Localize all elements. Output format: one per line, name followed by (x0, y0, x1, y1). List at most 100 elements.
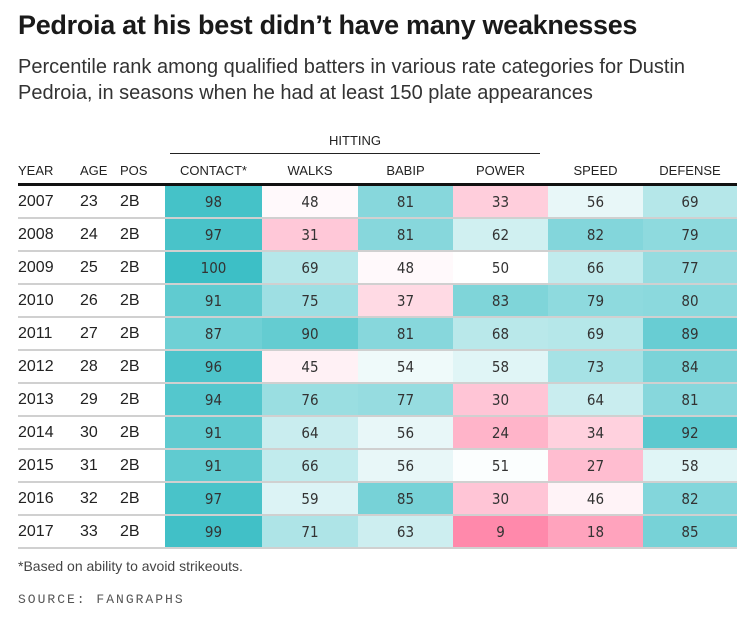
heat-cell: 87 (165, 317, 262, 351)
cell-pos: 2B (120, 251, 165, 285)
heat-cell: 91 (165, 416, 262, 450)
heat-cell: 66 (548, 251, 643, 285)
heat-cell: 92 (643, 416, 737, 450)
cell-year: 2013 (18, 383, 80, 417)
heat-cell: 69 (262, 251, 358, 285)
heat-cell: 58 (453, 350, 548, 384)
heat-cell: 85 (358, 482, 453, 516)
heat-cell: 34 (548, 416, 643, 450)
cell-year: 2007 (18, 184, 80, 219)
column-header: DEFENSE (643, 158, 737, 186)
column-header: SPEED (548, 158, 643, 186)
cell-age: 27 (80, 317, 120, 351)
heat-cell: 99 (165, 515, 262, 549)
cell-age: 30 (80, 416, 120, 450)
heat-cell: 18 (548, 515, 643, 549)
cell-pos: 2B (120, 184, 165, 219)
heat-cell: 80 (643, 284, 737, 318)
heat-cell: 56 (548, 184, 643, 219)
table-row: 2008 24 2B 97 31 81 62 82 79 (18, 218, 737, 252)
heat-cell: 62 (453, 218, 548, 252)
column-header: POWER (453, 158, 548, 186)
heat-cell: 27 (548, 449, 643, 483)
heat-cell: 77 (358, 383, 453, 417)
heat-cell: 56 (358, 449, 453, 483)
heat-cell: 84 (643, 350, 737, 384)
hitting-group-line (170, 153, 540, 154)
heat-cell: 63 (358, 515, 453, 549)
heat-cell: 66 (262, 449, 358, 483)
cell-pos: 2B (120, 449, 165, 483)
heat-cell: 56 (358, 416, 453, 450)
heat-cell: 94 (165, 383, 262, 417)
table-row: 2016 32 2B 97 59 85 30 46 82 (18, 482, 737, 516)
heat-cell: 81 (643, 383, 737, 417)
cell-year: 2010 (18, 284, 80, 318)
cell-year: 2009 (18, 251, 80, 285)
heat-cell: 64 (548, 383, 643, 417)
heat-cell: 64 (262, 416, 358, 450)
heat-cell: 79 (643, 218, 737, 252)
cell-pos: 2B (120, 350, 165, 384)
heat-cell: 75 (262, 284, 358, 318)
heat-cell: 76 (262, 383, 358, 417)
heat-cell: 33 (453, 184, 548, 219)
column-header: POS (120, 158, 165, 186)
heat-cell: 97 (165, 218, 262, 252)
heat-cell: 89 (643, 317, 737, 351)
heat-cell: 9 (453, 515, 548, 549)
table-row: 2011 27 2B 87 90 81 68 69 89 (18, 317, 737, 351)
cell-pos: 2B (120, 284, 165, 318)
heat-cell: 71 (262, 515, 358, 549)
heat-cell: 91 (165, 449, 262, 483)
heat-cell: 59 (262, 482, 358, 516)
heat-cell: 24 (453, 416, 548, 450)
heat-cell: 98 (165, 184, 262, 219)
heat-cell: 51 (453, 449, 548, 483)
cell-age: 29 (80, 383, 120, 417)
heat-cell: 82 (548, 218, 643, 252)
heat-cell: 82 (643, 482, 737, 516)
source: SOURCE: FANGRAPHS (18, 592, 185, 607)
cell-pos: 2B (120, 317, 165, 351)
heat-cell: 79 (548, 284, 643, 318)
cell-pos: 2B (120, 218, 165, 252)
heat-cell: 81 (358, 184, 453, 219)
heat-cell: 30 (453, 482, 548, 516)
cell-year: 2017 (18, 515, 80, 549)
table-row: 2014 30 2B 91 64 56 24 34 92 (18, 416, 737, 450)
heat-cell: 83 (453, 284, 548, 318)
heat-cell: 58 (643, 449, 737, 483)
heat-cell: 73 (548, 350, 643, 384)
heat-cell: 68 (453, 317, 548, 351)
cell-age: 28 (80, 350, 120, 384)
cell-age: 25 (80, 251, 120, 285)
cell-year: 2016 (18, 482, 80, 516)
hitting-group-label: HITTING (329, 133, 381, 148)
cell-age: 23 (80, 184, 120, 219)
heat-cell: 37 (358, 284, 453, 318)
column-header: CONTACT* (165, 158, 262, 186)
heat-cell: 97 (165, 482, 262, 516)
table-row: 2012 28 2B 96 45 54 58 73 84 (18, 350, 737, 384)
cell-year: 2008 (18, 218, 80, 252)
cell-pos: 2B (120, 482, 165, 516)
cell-year: 2014 (18, 416, 80, 450)
table-row: 2010 26 2B 91 75 37 83 79 80 (18, 284, 737, 318)
column-header: AGE (80, 158, 120, 186)
column-header: WALKS (262, 158, 358, 186)
heat-cell: 96 (165, 350, 262, 384)
cell-pos: 2B (120, 515, 165, 549)
heat-cell: 77 (643, 251, 737, 285)
heat-cell: 31 (262, 218, 358, 252)
cell-age: 31 (80, 449, 120, 483)
heat-cell: 30 (453, 383, 548, 417)
table-row: 2007 23 2B 98 48 81 33 56 69 (18, 184, 737, 219)
heat-cell: 46 (548, 482, 643, 516)
heat-cell: 69 (548, 317, 643, 351)
cell-year: 2011 (18, 317, 80, 351)
footnote: *Based on ability to avoid strikeouts. (18, 558, 243, 574)
heat-cell: 45 (262, 350, 358, 384)
chart-title: Pedroia at his best didn’t have many wea… (18, 10, 638, 40)
heat-cell: 85 (643, 515, 737, 549)
